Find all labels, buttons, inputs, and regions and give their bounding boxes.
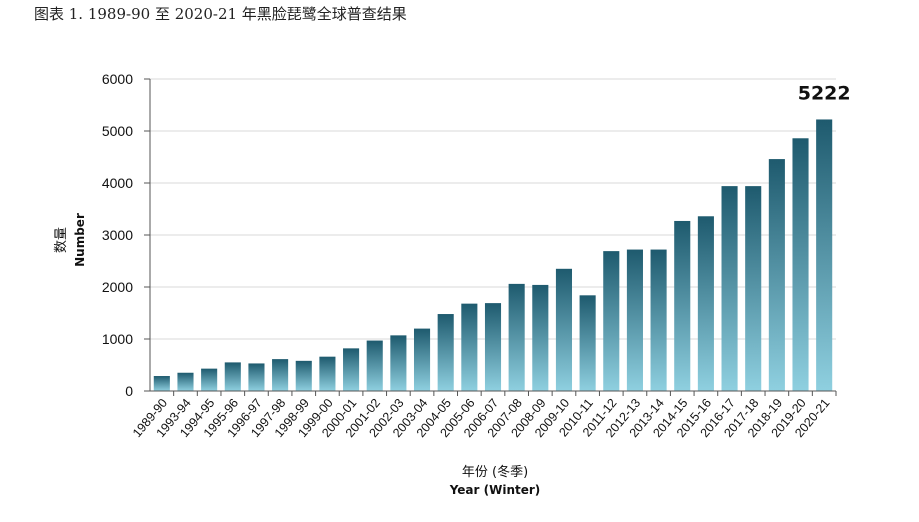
y-tick-label: 6000 xyxy=(102,71,133,87)
bar xyxy=(650,249,667,391)
bar xyxy=(579,295,596,391)
y-axis-title-cn: 数量 xyxy=(54,227,69,253)
highlight-value-label: 5222 xyxy=(798,82,851,104)
bar xyxy=(224,362,241,391)
bar xyxy=(153,376,170,391)
x-axis-title: Year (Winter) xyxy=(449,483,541,497)
bar xyxy=(697,216,714,391)
y-tick-label: 0 xyxy=(125,383,133,399)
bar xyxy=(792,138,809,391)
bar xyxy=(201,368,218,391)
bar xyxy=(319,356,336,391)
bar xyxy=(390,335,407,391)
bar xyxy=(721,186,738,391)
bar xyxy=(626,249,643,391)
bar xyxy=(532,284,549,391)
y-tick-label: 1000 xyxy=(102,331,133,347)
bar xyxy=(555,268,573,391)
y-tick-label: 3000 xyxy=(102,227,133,243)
bars xyxy=(153,119,833,392)
y-tick-label: 2000 xyxy=(102,279,133,295)
bar xyxy=(603,251,620,391)
figure-caption: 图表 1. 1989-90 至 2020-21 年黑脸琵鹭全球普查结果 xyxy=(34,5,407,23)
bar xyxy=(437,314,454,391)
bar xyxy=(484,303,502,391)
bar xyxy=(366,340,383,391)
y-axis-title: Number xyxy=(73,213,87,267)
bar xyxy=(461,303,478,391)
bar xyxy=(674,220,691,391)
y-tick-labels: 0 1000 2000 3000 4000 5000 6000 xyxy=(102,71,133,399)
y-tick-label: 5000 xyxy=(102,123,133,139)
y-tick-label: 4000 xyxy=(102,175,133,191)
bar xyxy=(508,283,525,391)
bar xyxy=(295,360,312,391)
bar xyxy=(343,348,360,391)
bar xyxy=(745,186,762,391)
bar xyxy=(413,328,431,391)
bar xyxy=(768,159,785,391)
x-axis-title-cn: 年份 (冬季) xyxy=(462,464,528,480)
axes xyxy=(144,78,837,396)
bar xyxy=(272,359,289,391)
x-tick-labels: 1989-901993-941994-951995-961996-971997-… xyxy=(130,396,833,440)
bar xyxy=(177,372,194,391)
bar xyxy=(816,119,833,392)
bar xyxy=(248,363,265,391)
